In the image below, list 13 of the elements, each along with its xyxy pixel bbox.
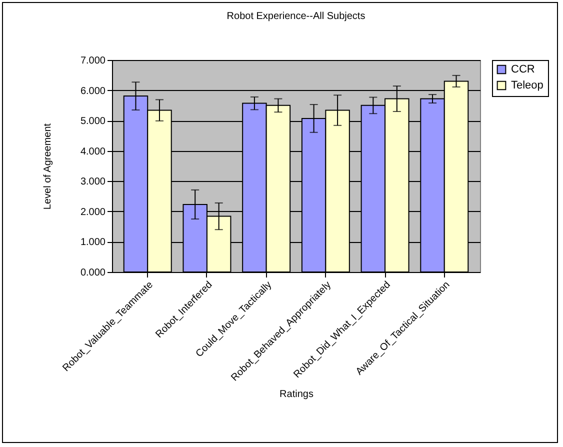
y-tick-label: 3.000 [80, 176, 106, 188]
y-tick-label: 0.000 [80, 268, 106, 278]
x-axis-title: Ratings [280, 388, 314, 400]
legend-label: CCR [511, 64, 535, 76]
legend-label: Teleop [511, 80, 544, 92]
y-tick-label: 7.000 [80, 56, 106, 66]
y-tick-label: 4.000 [80, 146, 106, 158]
chart-title: Robot Experience--All Subjects [226, 11, 366, 22]
y-tick-label: 1.000 [80, 237, 106, 248]
y-tick-label: 6.000 [80, 86, 106, 97]
y-tick-label: 2.000 [80, 206, 106, 218]
y-tick-label: 5.000 [80, 116, 106, 128]
y-axis-title: Level of Agreement [42, 123, 54, 210]
